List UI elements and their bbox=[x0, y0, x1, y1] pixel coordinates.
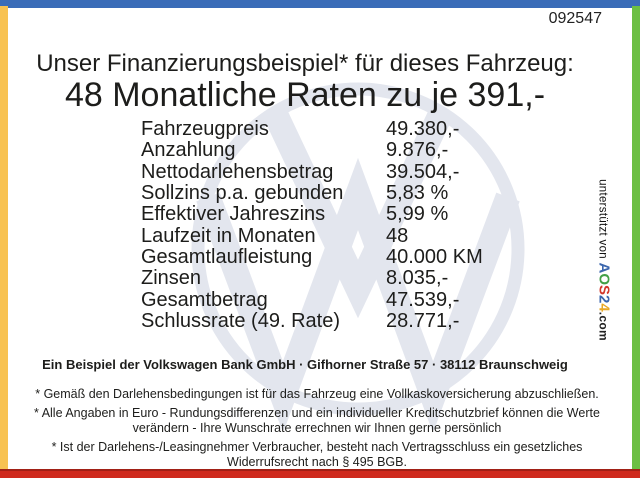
finance-table: Fahrzeugpreis 49.380,- Anzahlung 9.876,-… bbox=[141, 118, 483, 332]
row-label: Anzahlung bbox=[141, 139, 236, 162]
row-label: Schlussrate (49. Rate) bbox=[141, 309, 340, 332]
row-label: Laufzeit in Monaten bbox=[141, 224, 316, 247]
table-row: Schlussrate (49. Rate) 28.771,- bbox=[141, 309, 483, 332]
page-subtitle-rate: 48 Monatliche Raten zu je 391,- bbox=[64, 76, 546, 114]
table-row: Gesamtbetrag 47.539,- bbox=[141, 288, 483, 311]
row-label: Nettodarlehensbetrag bbox=[141, 160, 334, 183]
row-label: Fahrzeugpreis bbox=[141, 118, 269, 141]
accent-bar-left bbox=[0, 6, 8, 471]
aos24-logo: AOS24 bbox=[596, 263, 613, 312]
sidebar-credit: unterstützt von AOS24.com bbox=[596, 179, 613, 341]
row-value: 28.771,- bbox=[386, 309, 460, 332]
disclaimer-line: * Alle Angaben in Euro - Rundungsdiffere… bbox=[34, 406, 600, 435]
row-label: Gesamtbetrag bbox=[141, 288, 268, 311]
vw-logo-icon bbox=[177, 68, 539, 435]
row-value: 5,99 % bbox=[386, 203, 449, 226]
table-row: Gesamtlaufleistung 40.000 KM bbox=[141, 245, 483, 268]
serial-number: 092547 bbox=[548, 10, 602, 27]
table-row: Anzahlung 9.876,- bbox=[141, 139, 483, 162]
row-label: Gesamtlaufleistung bbox=[141, 245, 313, 268]
accent-bar-right bbox=[632, 6, 640, 471]
accent-bar-bottom bbox=[0, 469, 640, 478]
row-label: Effektiver Jahreszins bbox=[141, 203, 326, 226]
row-label: Sollzins p.a. gebunden bbox=[141, 182, 344, 205]
table-row: Fahrzeugpreis 49.380,- bbox=[141, 118, 483, 141]
disclaimer-line: * Gemäß den Darlehensbedingungen ist für… bbox=[35, 387, 599, 401]
row-value: 39.504,- bbox=[386, 160, 460, 183]
row-value: 48 bbox=[386, 224, 409, 247]
page-title: Unser Finanzierungsbeispiel* für dieses … bbox=[36, 50, 574, 77]
accent-bar-top bbox=[0, 0, 640, 8]
table-row: Effektiver Jahreszins 5,99 % bbox=[141, 203, 483, 226]
row-value: 49.380,- bbox=[386, 118, 460, 141]
row-value: 8.035,- bbox=[386, 267, 449, 290]
aos24-letter: A bbox=[595, 262, 613, 274]
disclaimer-line: * Ist der Darlehens-/Leasingnehmer Verbr… bbox=[51, 440, 583, 469]
sidebar-credit-suffix: .com bbox=[596, 311, 611, 341]
row-label: Zinsen bbox=[141, 267, 202, 290]
table-row: Nettodarlehensbetrag 39.504,- bbox=[141, 160, 483, 183]
aos24-letter: S bbox=[595, 285, 613, 296]
table-row: Laufzeit in Monaten 48 bbox=[141, 224, 483, 247]
aos24-letter: O bbox=[595, 273, 613, 286]
disclaimer-block: * Gemäß den Darlehensbedingungen ist für… bbox=[16, 387, 618, 474]
row-value: 9.876,- bbox=[386, 139, 449, 162]
aos24-letter: 4 bbox=[595, 303, 613, 312]
sidebar-credit-prefix: unterstützt von bbox=[596, 179, 609, 263]
table-row: Zinsen 8.035,- bbox=[141, 267, 483, 290]
row-value: 40.000 KM bbox=[386, 245, 483, 268]
row-value: 5,83 % bbox=[386, 182, 449, 205]
bank-address-line: Ein Beispiel der Volkswagen Bank GmbH · … bbox=[42, 357, 568, 372]
row-value: 47.539,- bbox=[386, 288, 460, 311]
table-row: Sollzins p.a. gebunden 5,83 % bbox=[141, 182, 483, 205]
